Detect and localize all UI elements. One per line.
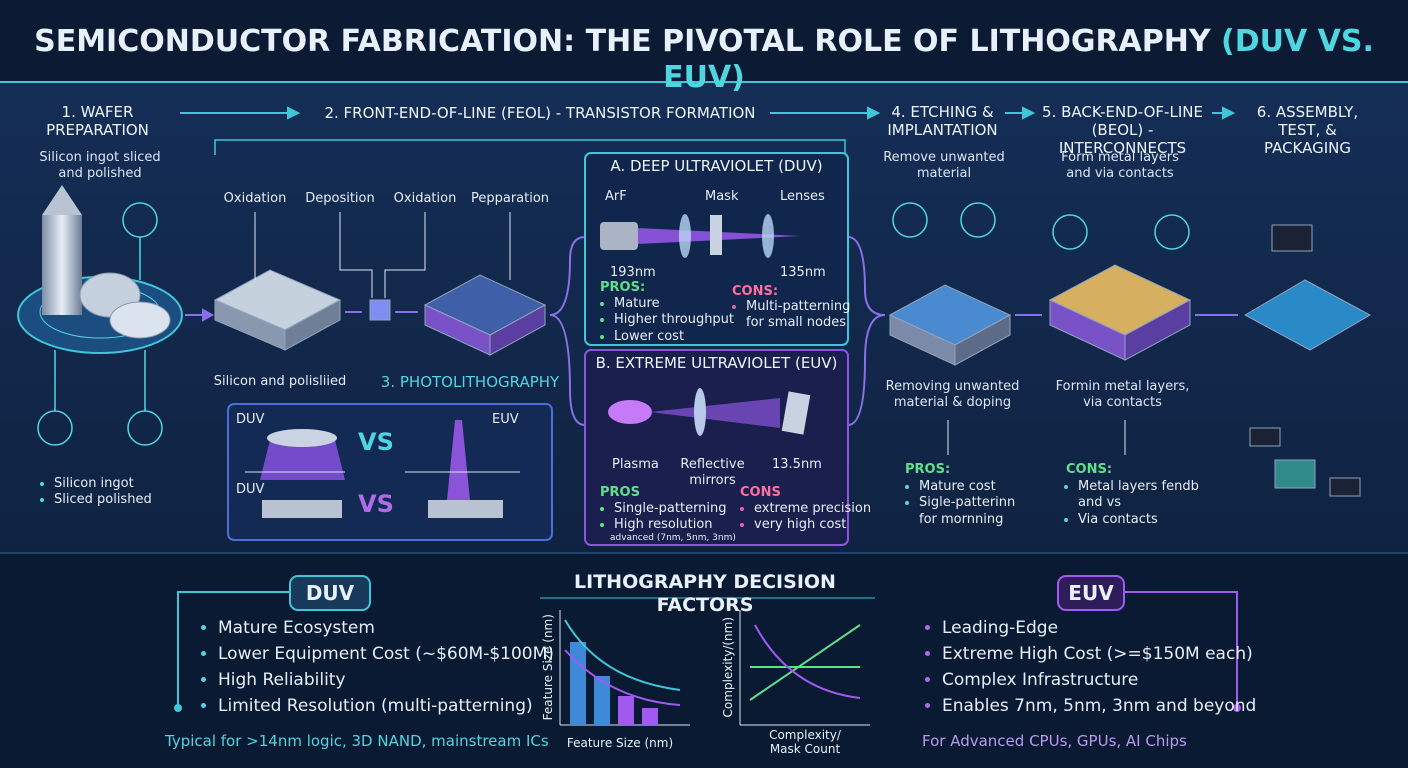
- box-title: A. DEEP ULTRAVIOLET (DUV): [610, 157, 823, 175]
- cons-title: CONS:: [1066, 462, 1113, 477]
- pros-title: PROS:: [600, 280, 646, 295]
- bullet: Complex Infrastructure: [942, 667, 1256, 693]
- axis-label: Feature Size (nm): [566, 736, 674, 750]
- title-highlight: (DUV VS. EUV): [663, 24, 1374, 95]
- component-label: ArF: [605, 189, 627, 204]
- note: advanced (7nm, 5nm, 3nm): [610, 533, 736, 543]
- bullet: Metal layers fendb and vs: [1078, 479, 1208, 512]
- duv-factors: Mature EcosystemLower Equipment Cost (~$…: [198, 615, 554, 719]
- bullet: High Reliability: [218, 667, 554, 693]
- stage-title: 1. WAFER PREPARATION: [46, 103, 149, 139]
- bullet: Via contacts: [1078, 512, 1208, 528]
- component-label: 13.5nm: [772, 457, 822, 472]
- bullet: High resolution: [614, 517, 727, 533]
- axis-label: Feature Size (nm): [540, 614, 555, 721]
- stage-description: Silicon ingot sliced and polished: [39, 150, 161, 181]
- title: SEMICONDUCTOR FABRICATION: THE PIVOTAL R…: [0, 24, 1408, 96]
- axis-label: Complexity/ Mask Count: [769, 728, 841, 757]
- cons-title: CONS: [740, 485, 781, 500]
- duv-pill: DUV: [305, 581, 355, 605]
- pros-title: PROS:: [905, 462, 951, 477]
- compare-label: DUV: [236, 412, 265, 427]
- pros-list: Single-patterningHigh resolution: [598, 501, 727, 534]
- cons-list: Metal layers fendb and vsVia contacts: [1062, 479, 1208, 528]
- step-label: Oxidation: [393, 191, 457, 206]
- bullet: Mature Ecosystem: [218, 615, 554, 641]
- sub-title: 3. PHOTOLITHOGRAPHY: [380, 373, 560, 391]
- bullet: Mature: [614, 296, 734, 312]
- bullet: Higher throughput: [614, 312, 734, 328]
- bullet: Sigle-patterinn for mornning: [919, 495, 1029, 528]
- bullet: Multi-patterning for small nodes: [746, 299, 861, 332]
- step-label: Deposition: [305, 191, 375, 206]
- step-label: Oxidation: [223, 191, 287, 206]
- component-label: Reflective mirrors: [680, 457, 745, 488]
- component-label: Lenses: [780, 189, 825, 204]
- step-label: Pepparation: [470, 191, 550, 206]
- axis-label: Complexity/(nm): [720, 616, 735, 718]
- wavelength: 135nm: [780, 265, 826, 280]
- bullet: Extreme High Cost (>=$150M each): [942, 641, 1256, 667]
- stage-description: Form metal layers and via contacts: [1061, 150, 1179, 181]
- pros-list: Mature costSigle-patterinn for mornning: [903, 479, 1029, 528]
- component-label: Mask: [705, 189, 739, 204]
- pros-title: PROS: [600, 485, 640, 500]
- bullet: Sliced polished: [54, 492, 152, 508]
- component-label: Plasma: [612, 457, 659, 472]
- stage-description: Remove unwanted material: [883, 150, 1005, 181]
- stage-title: 6. ASSEMBLY, TEST, & PACKAGING: [1256, 103, 1359, 157]
- cons-title: CONS:: [732, 284, 779, 299]
- euv-factors: Leading-EdgeExtreme High Cost (>=$150M e…: [922, 615, 1256, 719]
- bullet: Lower Equipment Cost (~$60M-$100M): [218, 641, 554, 667]
- bullet: Limited Resolution (multi-patterning): [218, 693, 554, 719]
- bullet: Enables 7nm, 5nm, 3nm and beyond: [942, 693, 1256, 719]
- bullet: Leading-Edge: [942, 615, 1256, 641]
- box-title: B. EXTREME ULTRAVIOLET (EUV): [595, 354, 838, 372]
- stage-detail: Formin metal layers, via contacts: [1055, 379, 1190, 410]
- bullet: extreme precision: [754, 501, 871, 517]
- bullet: Lower cost: [614, 329, 734, 345]
- cons-list: Multi-patterning for small nodes: [730, 299, 861, 332]
- compare-label: DUV: [236, 482, 265, 497]
- euv-footer: For Advanced CPUs, GPUs, AI Chips: [922, 732, 1187, 750]
- bullet: very high cost: [754, 517, 871, 533]
- stage-detail: Removing unwanted material & doping: [885, 379, 1020, 410]
- stage-title: 4. ETCHING & IMPLANTATION: [887, 103, 998, 139]
- bullet: Single-patterning: [614, 501, 727, 517]
- wavelength: 193nm: [610, 265, 656, 280]
- vs-label: VS: [358, 428, 394, 456]
- title-main: SEMICONDUCTOR FABRICATION: THE PIVOTAL R…: [34, 24, 1211, 59]
- vs-label: VS: [358, 490, 394, 518]
- caption: Silicon and polisliied: [213, 374, 347, 389]
- compare-label: EUV: [492, 412, 519, 427]
- bullet: Mature cost: [919, 479, 1029, 495]
- bullet-list: Silicon ingotSliced polished: [38, 476, 152, 509]
- bullet: Silicon ingot: [54, 476, 152, 492]
- euv-pill: EUV: [1068, 581, 1114, 605]
- cons-list: extreme precisionvery high cost: [738, 501, 871, 534]
- pros-list: MatureHigher throughputLower cost: [598, 296, 734, 345]
- stage-title: 5. BACK-END-OF-LINE (BEOL) - INTERCONNEC…: [1042, 103, 1203, 157]
- section-title: LITHOGRAPHY DECISION FACTORS: [574, 571, 836, 616]
- duv-footer: Typical for >14nm logic, 3D NAND, mainst…: [165, 732, 549, 750]
- stage-title: 2. FRONT-END-OF-LINE (FEOL) - TRANSISTOR…: [324, 104, 756, 122]
